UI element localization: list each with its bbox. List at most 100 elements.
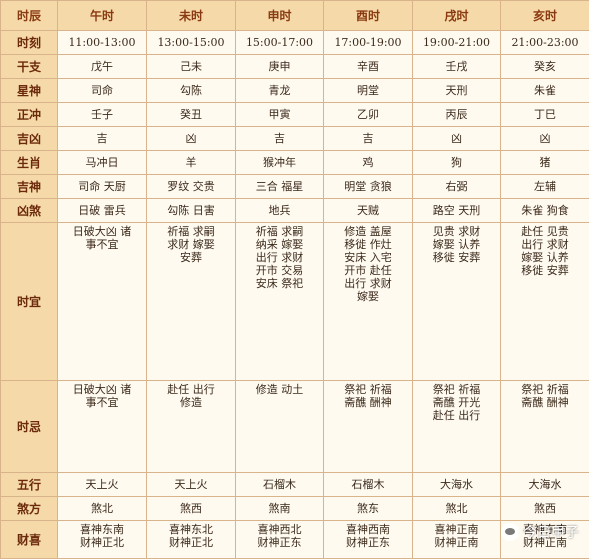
table-cell: 地兵 xyxy=(236,199,324,223)
table-cell: 祭祀 祈福斋醮 开光赴任 出行 xyxy=(413,381,501,473)
cell-line: 出行 求财 xyxy=(326,277,410,290)
table-cell: 喜神西南财神正东 xyxy=(324,521,413,559)
cell-line: 事不宜 xyxy=(60,396,144,409)
table-cell: 天上火 xyxy=(147,473,236,497)
table-cell: 壬子 xyxy=(58,103,147,127)
table-cell: 羊 xyxy=(147,151,236,175)
cell-line: 财神正东 xyxy=(238,536,321,549)
table-cell: 青龙 xyxy=(236,79,324,103)
column-header: 戌时 xyxy=(413,1,501,31)
cell-line: 祭祀 祈福 xyxy=(503,383,587,396)
table-cell: 17:00-19:00 xyxy=(324,31,413,55)
table-cell: 21:00-23:00 xyxy=(501,31,589,55)
table-cell: 祈福 求嗣纳采 嫁娶出行 求财开市 交易安床 祭祀 xyxy=(236,223,324,381)
table-cell: 煞西 xyxy=(147,497,236,521)
table-cell: 甲寅 xyxy=(236,103,324,127)
row-label: 五行 xyxy=(1,473,58,497)
table-cell: 明堂 xyxy=(324,79,413,103)
table-cell: 修造 盖屋移徙 作灶安床 入宅开市 赴任出行 求财嫁娶 xyxy=(324,223,413,381)
cell-line: 斋醮 开光 xyxy=(415,396,498,409)
table-cell: 猴冲年 xyxy=(236,151,324,175)
table-cell: 凶 xyxy=(147,127,236,151)
table-cell: 凶 xyxy=(501,127,589,151)
table-row: 时刻 11:00-13:00 13:00-15:00 15:00-17:00 1… xyxy=(1,31,589,55)
table-row: 生肖 马冲日 羊 猴冲年 鸡 狗 猪 xyxy=(1,151,589,175)
row-label: 时宜 xyxy=(1,223,58,381)
cell-line: 祈福 求嗣 xyxy=(149,225,233,238)
table-cell: 丙辰 xyxy=(413,103,501,127)
table-cell: 朱雀 xyxy=(501,79,589,103)
cell-line: 祭祀 祈福 xyxy=(415,383,498,396)
table-cell: 天贼 xyxy=(324,199,413,223)
table-cell: 祭祀 祈福斋醮 酬神 xyxy=(324,381,413,473)
cell-line: 修造 xyxy=(149,396,233,409)
watermark-text: 今日甲子 xyxy=(523,522,579,542)
table-cell: 日破 雷兵 xyxy=(58,199,147,223)
table-cell: 喜神西北财神正东 xyxy=(236,521,324,559)
table-cell: 吉 xyxy=(58,127,147,151)
cell-line: 修造 盖屋 xyxy=(326,225,410,238)
table-row: 吉神 司命 天厨 罗纹 交贵 三合 福星 明堂 贪狼 右弼 左辅 xyxy=(1,175,589,199)
table-cell: 凶 xyxy=(413,127,501,151)
table-row: 干支 戊午 己未 庚申 辛酉 壬戌 癸亥 xyxy=(1,55,589,79)
table-cell: 狗 xyxy=(413,151,501,175)
row-label: 煞方 xyxy=(1,497,58,521)
table-row: 凶煞 日破 雷兵 勾陈 日害 地兵 天贼 路空 天刑 朱雀 狗食 xyxy=(1,199,589,223)
table-cell: 日破大凶 诸事不宜 xyxy=(58,223,147,381)
table-cell: 朱雀 狗食 xyxy=(501,199,589,223)
table-cell: 喜神东南财神正北 xyxy=(58,521,147,559)
table-cell: 司命 xyxy=(58,79,147,103)
cell-line: 移徙 安葬 xyxy=(503,264,587,277)
table-cell: 辛酉 xyxy=(324,55,413,79)
cell-line: 事不宜 xyxy=(60,238,144,251)
table-cell: 司命 天厨 xyxy=(58,175,147,199)
table-cell: 见贵 求财嫁娶 认养移徙 安葬 xyxy=(413,223,501,381)
table-cell: 罗纹 交贵 xyxy=(147,175,236,199)
row-label: 凶煞 xyxy=(1,199,58,223)
cell-line: 财神正北 xyxy=(149,536,233,549)
row-label: 吉凶 xyxy=(1,127,58,151)
cell-line: 喜神正南 xyxy=(415,523,498,536)
table-cell: 大海水 xyxy=(501,473,589,497)
table-cell: 石榴木 xyxy=(236,473,324,497)
row-label: 干支 xyxy=(1,55,58,79)
cell-line: 赴任 出行 xyxy=(149,383,233,396)
cell-line: 移徙 作灶 xyxy=(326,238,410,251)
cell-line: 安床 入宅 xyxy=(326,251,410,264)
table-row: 时宜 日破大凶 诸事不宜 祈福 求嗣求财 嫁娶安葬 祈福 求嗣纳采 嫁娶出行 求… xyxy=(1,223,589,381)
table-cell: 大海水 xyxy=(413,473,501,497)
table-cell: 11:00-13:00 xyxy=(58,31,147,55)
cell-line: 喜神东南 xyxy=(60,523,144,536)
table-cell: 乙卯 xyxy=(324,103,413,127)
cell-line: 喜神西北 xyxy=(238,523,321,536)
column-header: 亥时 xyxy=(501,1,589,31)
table-cell: 赴任 出行修造 xyxy=(147,381,236,473)
table-cell: 日破大凶 诸事不宜 xyxy=(58,381,147,473)
table-cell: 修造 动土 xyxy=(236,381,324,473)
table-cell: 天刑 xyxy=(413,79,501,103)
table-cell: 13:00-15:00 xyxy=(147,31,236,55)
cell-line: 财神正南 xyxy=(415,536,498,549)
row-label: 正冲 xyxy=(1,103,58,127)
cell-line: 开市 赴任 xyxy=(326,264,410,277)
table-cell: 石榴木 xyxy=(324,473,413,497)
table-row: 时忌 日破大凶 诸事不宜 赴任 出行修造 修造 动土 祭祀 祈福斋醮 酬神 祭祀… xyxy=(1,381,589,473)
table-cell: 勾陈 日害 xyxy=(147,199,236,223)
cell-line: 斋醮 酬神 xyxy=(503,396,587,409)
row-label: 星神 xyxy=(1,79,58,103)
cell-line: 嫁娶 认养 xyxy=(415,238,498,251)
table-row: 正冲 壬子 癸丑 甲寅 乙卯 丙辰 丁巳 xyxy=(1,103,589,127)
cell-line: 见贵 求财 xyxy=(415,225,498,238)
table-cell: 吉 xyxy=(324,127,413,151)
cell-line: 修造 动土 xyxy=(238,383,321,396)
table-cell: 癸丑 xyxy=(147,103,236,127)
cell-line: 财神正北 xyxy=(60,536,144,549)
cell-line: 求财 嫁娶 xyxy=(149,238,233,251)
table-row: 五行 天上火 天上火 石榴木 石榴木 大海水 大海水 xyxy=(1,473,589,497)
cell-line: 赴任 出行 xyxy=(415,409,498,422)
cell-line: 纳采 嫁娶 xyxy=(238,238,321,251)
cell-line: 出行 求财 xyxy=(503,238,587,251)
table-cell: 天上火 xyxy=(58,473,147,497)
row-label: 生肖 xyxy=(1,151,58,175)
